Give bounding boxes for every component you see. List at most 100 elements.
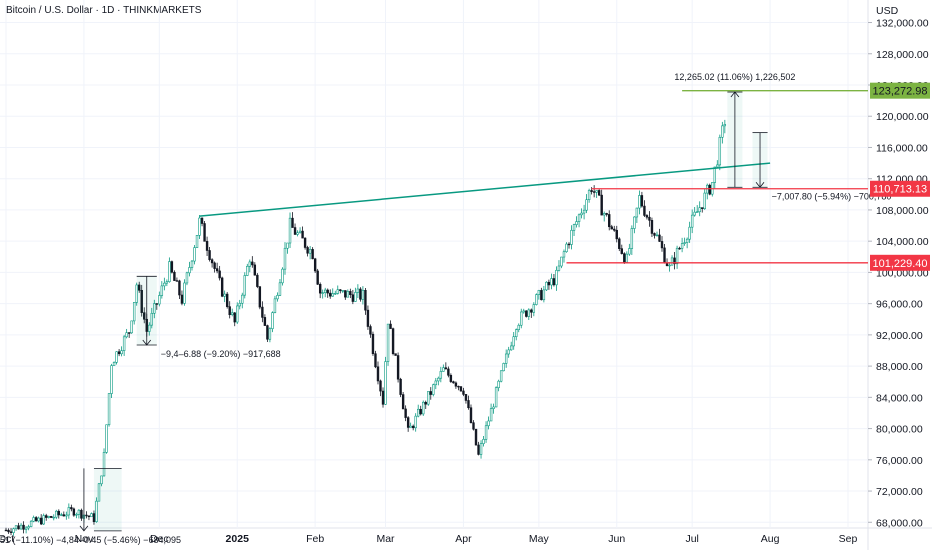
candle-body [429, 391, 432, 395]
candle-body [427, 391, 430, 405]
measure-arrow-head [79, 525, 89, 532]
candle-body [7, 529, 10, 533]
y-tick-label: 96,000.00 [876, 299, 923, 311]
candle-body [432, 384, 435, 395]
price-badge-label: 123,272.98 [872, 86, 927, 98]
price-badge [870, 82, 930, 99]
candle-body [472, 422, 475, 430]
candle-body [351, 294, 355, 302]
candle-body [62, 514, 66, 517]
candle-body [507, 349, 510, 355]
candle-body [339, 289, 342, 291]
y-tick-label: 128,000.00 [876, 49, 929, 61]
candle-body [638, 195, 641, 209]
candle-body [389, 323, 392, 329]
candle-body [218, 270, 221, 279]
candle-body [273, 298, 277, 313]
x-tick-label: 2025 [226, 533, 250, 545]
x-tick-label: Dec [150, 533, 169, 545]
candle-body [452, 381, 455, 384]
candle-body [193, 247, 196, 262]
candle-body [477, 444, 480, 455]
candle-body [520, 311, 523, 326]
candle-body [19, 524, 23, 530]
candle-body [336, 289, 339, 294]
y-tick-label: 92,000.00 [876, 330, 923, 342]
candle-body [721, 125, 724, 138]
measure-label: −9,4‒6.88 (−9.20%) −917,688 [161, 349, 281, 359]
candle-body [550, 278, 553, 286]
candle-body [256, 274, 259, 287]
candle-body [718, 136, 722, 166]
candle-body [165, 281, 169, 284]
candle-body [37, 517, 40, 522]
candle-body [92, 513, 96, 523]
candle-body [701, 207, 704, 209]
time-axis[interactable]: Oct Nov Dec 2025 Feb Mar Apr May Jun Jul Aug Sep [0, 533, 857, 545]
candle-body [354, 292, 357, 302]
candle-body [648, 216, 651, 221]
candle-body [75, 514, 78, 516]
candle-body [364, 289, 367, 311]
candle-body [248, 261, 252, 267]
candle-body [545, 281, 548, 291]
candle-body [291, 217, 294, 228]
x-tick-label: Feb [306, 533, 324, 545]
candle-body [57, 510, 60, 516]
candle-body [540, 290, 543, 301]
currency-label: USD [876, 5, 899, 17]
y-tick-label: 132,000.00 [876, 18, 929, 30]
price-badges: 123,272.98 110,713.13 101,229.40 [870, 82, 930, 271]
candle-body [537, 290, 541, 295]
candle-body [376, 366, 380, 382]
candle-body [369, 326, 372, 335]
candle-body [527, 309, 530, 317]
candle-body [567, 243, 571, 246]
candle-body [263, 317, 267, 326]
candle-body [14, 525, 18, 530]
candle-body [620, 248, 623, 254]
candle-body [374, 353, 377, 368]
candle-body [298, 230, 302, 234]
candle-body [668, 264, 671, 267]
candle-body [45, 515, 48, 518]
candle-body [100, 475, 103, 485]
candle-body [47, 516, 50, 518]
measure-label: 12,265.02 (11.06%) 1,226,502 [674, 72, 795, 82]
candle-body [628, 248, 631, 255]
candle-body [268, 328, 272, 340]
candle-body [324, 289, 327, 294]
candle-body [401, 394, 405, 410]
y-tick-label: 84,000.00 [876, 392, 923, 404]
candle-body [530, 309, 533, 313]
candle-body [283, 247, 287, 270]
candle-body [454, 382, 458, 387]
candle-body [266, 325, 269, 340]
candle-body [67, 507, 71, 516]
candle-body [406, 417, 410, 428]
candle-body [404, 408, 407, 418]
candle-body [356, 288, 360, 293]
candle-body [117, 351, 121, 355]
candle-body [366, 309, 370, 327]
candle-body [678, 247, 681, 250]
candle-body [698, 207, 701, 213]
candle-body [509, 345, 513, 351]
candle-body [655, 234, 659, 237]
measure-label: 51 (−11.10%) −4,84‒0.45 (−5.46%) −684,09… [0, 535, 181, 545]
candle-body [615, 229, 618, 240]
candle-body [444, 367, 448, 370]
drawings[interactable]: 12,265.02 (11.06%) 1,226,502 −7,007.80 (−… [0, 72, 891, 545]
candle-body [225, 293, 229, 307]
candle-body [22, 524, 25, 530]
candle-body [457, 385, 460, 388]
candle-body [170, 261, 174, 273]
candle-body [489, 408, 493, 422]
x-tick-label: Sep [839, 533, 858, 545]
candle-body [175, 280, 179, 282]
candle-body [122, 336, 126, 351]
price-axis[interactable]: USD 132,000.00128,000.00124,000.00120,00… [868, 5, 929, 529]
candle-body [417, 408, 420, 417]
candle-body [313, 258, 317, 272]
